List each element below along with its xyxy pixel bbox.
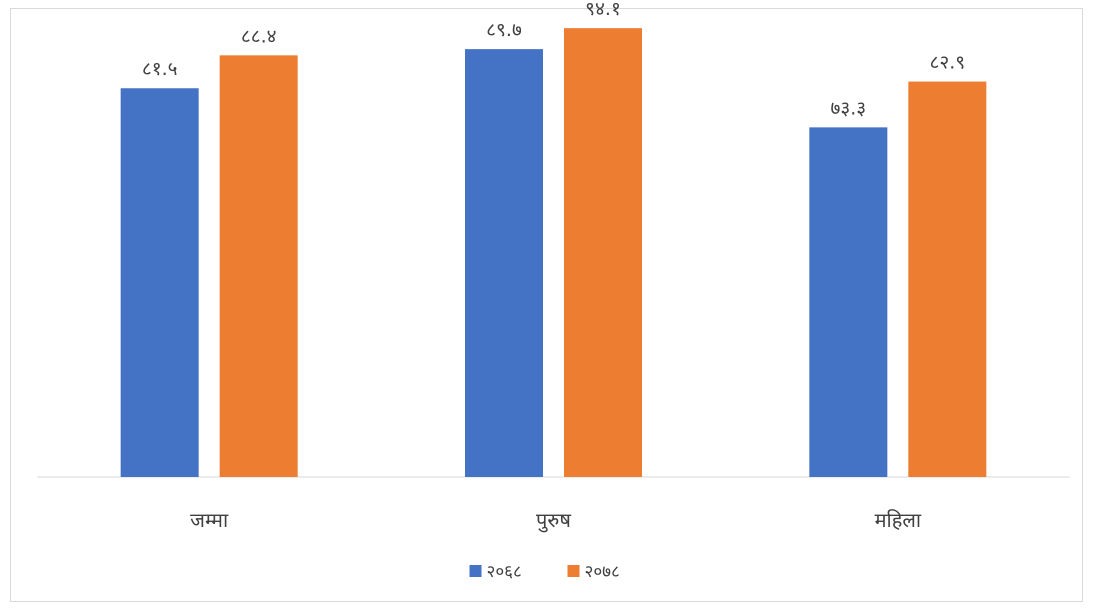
bar-1-2 (465, 49, 543, 477)
legend-swatch-2 (567, 565, 580, 577)
bar-1-1 (120, 88, 199, 478)
legend-swatch-1 (469, 565, 482, 577)
data-label-1-2: ८९.७ (486, 19, 522, 41)
x-tick-label-3: महिला (875, 508, 922, 532)
data-label-1-3: ७३.३ (830, 97, 866, 119)
x-tick-label-1: जम्मा (190, 508, 229, 532)
bar-2-3 (908, 81, 987, 477)
data-label-2-1: ८८.४ (241, 25, 277, 47)
x-tick-label-2: पुरुष (536, 508, 571, 533)
data-label-2-2: ९४.१ (585, 0, 621, 20)
bar-1-3 (809, 127, 888, 477)
data-label-1-1: ८१.५ (142, 58, 178, 80)
bar-2-2 (564, 28, 642, 477)
legend-label-2: २०७८ (585, 562, 620, 582)
bar-2-1 (219, 55, 298, 477)
legend-label-1: २०६८ (487, 562, 522, 582)
data-label-2-3: ८२.९ (929, 52, 965, 74)
